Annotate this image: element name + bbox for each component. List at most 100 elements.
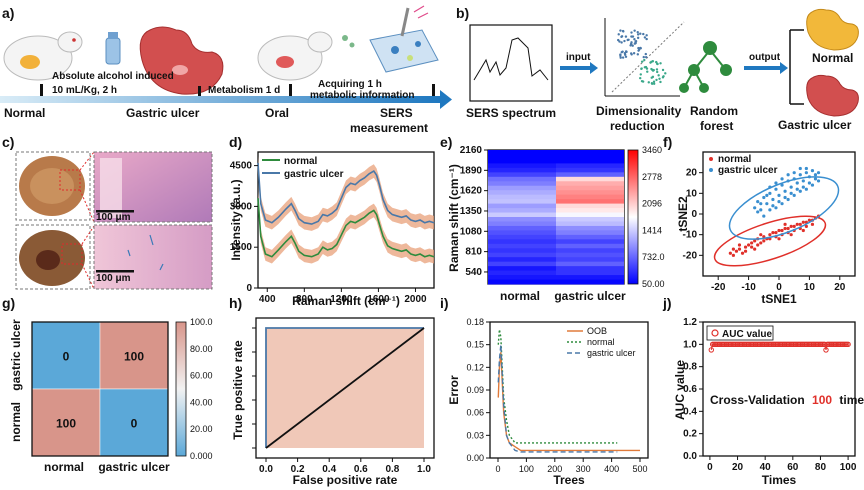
panel-e-heatmap: 540 810 1080 1350 1620 1890 2160 50.00 732.0 141… — [447, 145, 665, 303]
f-point-0 — [747, 243, 751, 247]
f-point-1 — [759, 208, 763, 212]
f-point-0 — [774, 231, 778, 235]
dimred-point — [644, 55, 648, 59]
dimred-point — [619, 29, 622, 32]
f-point-1 — [780, 183, 784, 187]
f-point-1 — [762, 195, 766, 200]
f-xtick-label: 10 — [804, 282, 816, 293]
dimred-point — [636, 36, 640, 40]
e-cell-ulcer — [556, 234, 624, 240]
f-point-1 — [804, 187, 808, 191]
f-point-1 — [783, 195, 787, 200]
e-cell-normal — [488, 181, 556, 187]
dimred-label-2: reduction — [610, 119, 665, 133]
f-point-0 — [759, 241, 763, 245]
j-ytick-label: 0.8 — [683, 362, 697, 373]
g-cell — [99, 388, 169, 457]
f-point-0 — [789, 233, 793, 237]
f-point-1 — [810, 183, 815, 187]
normal-stomach-icon — [806, 8, 859, 51]
f-point-1 — [765, 193, 769, 197]
step-sers: SERS — [380, 106, 413, 120]
e-cell-normal — [488, 243, 556, 249]
panel-label-g: g) — [2, 295, 15, 311]
i-ylabel: Error — [447, 375, 461, 405]
dimred-point — [636, 53, 640, 56]
f-point-0 — [759, 233, 763, 237]
f-point-1 — [798, 189, 802, 193]
e-cell-normal — [488, 230, 556, 236]
f-point-1 — [810, 169, 815, 173]
e-colorbar-label: 732.0 — [642, 252, 665, 262]
e-cell-normal — [488, 172, 556, 178]
f-point-1 — [813, 177, 818, 181]
f-point-1 — [798, 166, 802, 171]
e-ytick-label: 540 — [465, 267, 482, 278]
d-xtick-label: 1600 — [367, 294, 390, 305]
dimred-point — [651, 75, 655, 79]
timeline-tick-3 — [289, 84, 292, 96]
panel-label-a: a) — [2, 5, 14, 21]
dimred-point — [621, 29, 625, 33]
f-ytick-label: 0 — [691, 209, 697, 220]
j-annotation: Cross-Validation 100 times — [710, 393, 864, 407]
dimred-point — [630, 31, 633, 34]
e-cell-ulcer — [556, 163, 624, 169]
j-xlabel: Times — [762, 473, 797, 487]
d-ytick-label: 0 — [246, 283, 252, 294]
dimred-scatter — [604, 18, 685, 97]
dimred-point — [621, 56, 625, 59]
i-legend-oob: OOB — [587, 326, 607, 336]
f-point-0 — [792, 224, 796, 228]
g-xlabel-ulcer: gastric ulcer — [98, 460, 170, 474]
f-point-0 — [740, 251, 745, 255]
j-ytick-label: 0.0 — [683, 451, 697, 462]
e-xlabel-ulcer: gastric ulcer — [554, 289, 626, 303]
e-cell-ulcer — [556, 230, 624, 236]
dimred-point — [632, 52, 636, 55]
i-ytick-label: 0.15 — [466, 340, 484, 350]
dimred-point — [638, 48, 641, 51]
panel-a-workflow: Absolute alcohol induced 10 mL/Kg, 2 h M… — [0, 5, 452, 135]
f-point-0 — [750, 241, 754, 245]
g-ylabel-ulcer: gastric ulcer — [9, 319, 23, 391]
f-point-0 — [783, 226, 787, 231]
g-colorbar-label: 80.00 — [190, 344, 213, 354]
f-point-1 — [792, 193, 796, 197]
i-legend-ulcer: gastric ulcer — [587, 348, 636, 358]
panel-b-pipeline: SERS spectrum input Dimensionality reduc… — [466, 8, 859, 133]
f-point-1 — [816, 179, 821, 183]
e-cell-normal — [488, 279, 556, 285]
random-forest-icon — [679, 41, 732, 93]
panel-j-auc: 0 20 40 60 80 100 0.0 0.2 0.4 0.6 0.8 1.0 1.2 AUC va… — [673, 317, 864, 487]
i-xtick-label: 100 — [519, 464, 534, 474]
g-cell-value: 0 — [131, 417, 138, 431]
f-point-1 — [795, 187, 799, 191]
f-point-1 — [786, 197, 790, 202]
f-point-1 — [771, 197, 775, 202]
f-point-1 — [780, 177, 784, 181]
dimred-point — [645, 34, 648, 37]
f-point-0 — [807, 218, 812, 222]
dimred-point — [642, 32, 645, 36]
panel-d-spectra: 400 800 1200 1600 2000 0 1500 3000 4500 Raman sh… — [229, 151, 435, 308]
f-point-1 — [798, 173, 802, 177]
timeline-tick-2 — [198, 86, 201, 96]
dimred-point — [631, 44, 634, 47]
timeline-arrow-bar — [0, 96, 440, 103]
f-point-0 — [762, 239, 766, 243]
dimred-point — [650, 67, 653, 71]
dimred-point — [659, 62, 662, 65]
timeline-arrow-head — [440, 90, 452, 109]
e-colorbar-label: 2096 — [642, 199, 662, 209]
ethanol-vial-icon — [105, 32, 121, 65]
timeline-tick-4 — [432, 84, 435, 96]
j-ytick-label: 0.2 — [683, 429, 697, 440]
dimred-point — [620, 35, 624, 38]
step-normal: Normal — [4, 106, 45, 120]
j-annotation-prefix: Cross-Validation — [710, 393, 805, 407]
dimred-point — [620, 41, 623, 44]
e-cell-ulcer — [556, 239, 624, 245]
e-cell-normal — [488, 275, 556, 281]
e-ytick-label: 1080 — [460, 226, 483, 237]
